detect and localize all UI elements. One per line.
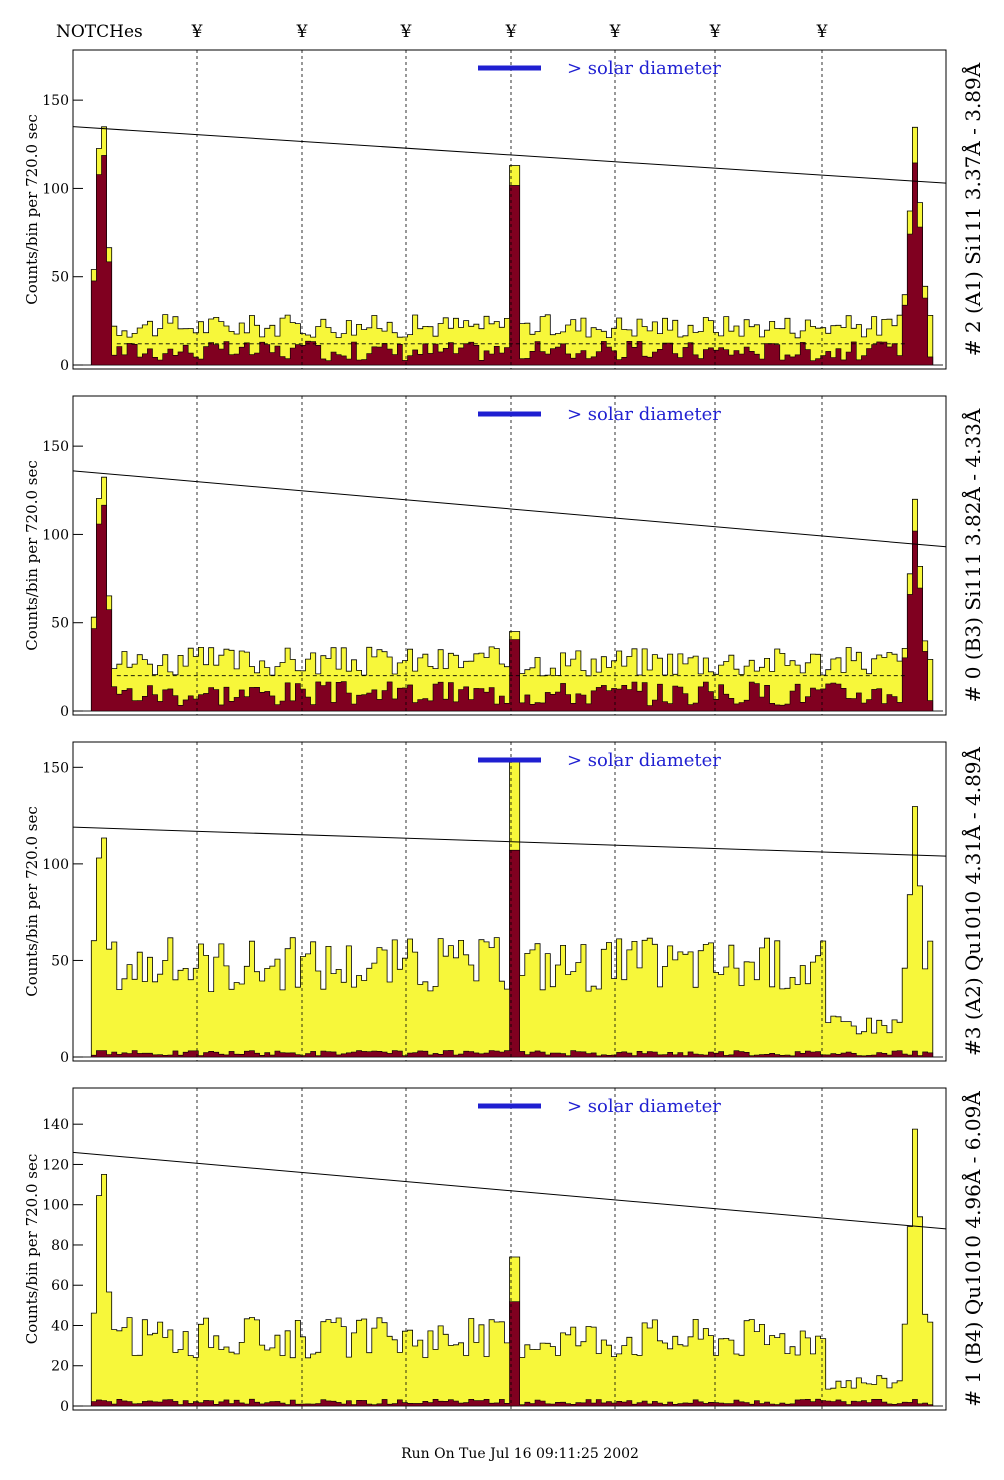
histogram-secondary	[76, 849, 943, 1058]
y-tick-label: 50	[51, 270, 69, 286]
notch-marker-3: ¥	[400, 22, 412, 42]
y-tick-label: 40	[51, 1318, 69, 1334]
trend-line	[72, 126, 947, 184]
y-tick-label: 120	[42, 1157, 69, 1173]
y-axis-label: Counts/bin per 720.0 sec	[23, 1154, 41, 1345]
y-tick-label: 140	[42, 1117, 69, 1133]
panels: 0 50 100 150 > solar diameter Counts/bin per …	[23, 49, 985, 1415]
histogram-total	[76, 1128, 943, 1407]
panel-label: # 1 (B4) Qu1010 4.96Å - 6.09Å	[960, 1091, 985, 1407]
panel-label: # 0 (B3) Si111 3.82Å - 4.33Å	[960, 408, 985, 702]
y-axis-label: Counts/bin per 720.0 sec	[23, 114, 41, 305]
notch-marker-6: ¥	[709, 22, 721, 42]
y-tick-label: 50	[51, 616, 69, 632]
notch-marker-1: ¥	[191, 22, 203, 42]
panel-label: # 2 (A1) Si111 3.37Å - 3.89Å	[960, 62, 985, 356]
y-tick-label: 150	[42, 760, 69, 776]
y-tick-label: 60	[51, 1278, 69, 1294]
notch-marker-5: ¥	[609, 22, 621, 42]
y-axis-label: Counts/bin per 720.0 sec	[23, 806, 41, 997]
trend-line	[72, 470, 947, 548]
y-tick-label: 150	[42, 93, 69, 109]
y-tick-label: 0	[60, 704, 69, 720]
y-tick-label: 100	[42, 857, 69, 873]
histogram-secondary	[76, 504, 943, 712]
y-tick-label: 100	[42, 181, 69, 197]
run-timestamp: Run On Tue Jul 16 09:11:25 2002	[401, 1446, 639, 1462]
y-tick-label: 0	[60, 1050, 69, 1066]
y-tick-label: 0	[60, 358, 69, 374]
panel-2: 0 50 100 150 > solar diameter Counts/bin per …	[23, 395, 985, 720]
y-tick-label: 80	[51, 1238, 69, 1254]
panel-4: 0 20 40 60 80 100 120 140 > solar diameter Counts…	[23, 1087, 985, 1415]
panel-label: #3 (A2) Qu1010 4.31Å - 4.89Å	[960, 746, 985, 1055]
notch-marker-7: ¥	[816, 22, 828, 42]
notches-title: NOTCHes	[56, 22, 143, 42]
notch-marker-2: ¥	[296, 22, 308, 42]
solar-diameter-label: > solar diameter	[567, 750, 721, 771]
notch-markers: ¥ ¥ ¥ ¥ ¥ ¥ ¥	[191, 22, 828, 42]
y-tick-label: 50	[51, 953, 69, 969]
solar-diameter-label: > solar diameter	[567, 58, 721, 79]
y-tick-label: 100	[42, 1198, 69, 1214]
y-tick-label: 0	[60, 1399, 69, 1415]
panel-1: 0 50 100 150 > solar diameter Counts/bin per …	[23, 49, 985, 374]
trend-line	[72, 1151, 947, 1230]
y-tick-label: 100	[42, 527, 69, 543]
histogram-secondary	[76, 1301, 943, 1407]
y-tick-label: 20	[51, 1359, 69, 1375]
notch-marker-4: ¥	[505, 22, 517, 42]
trend-line	[72, 826, 947, 857]
solar-diameter-label: > solar diameter	[567, 404, 721, 425]
solar-diameter-label: > solar diameter	[567, 1096, 721, 1117]
y-axis-label: Counts/bin per 720.0 sec	[23, 460, 41, 651]
panel-3: 0 50 100 150 > solar diameter Counts/bin per …	[23, 741, 985, 1066]
y-tick-label: 150	[42, 439, 69, 455]
